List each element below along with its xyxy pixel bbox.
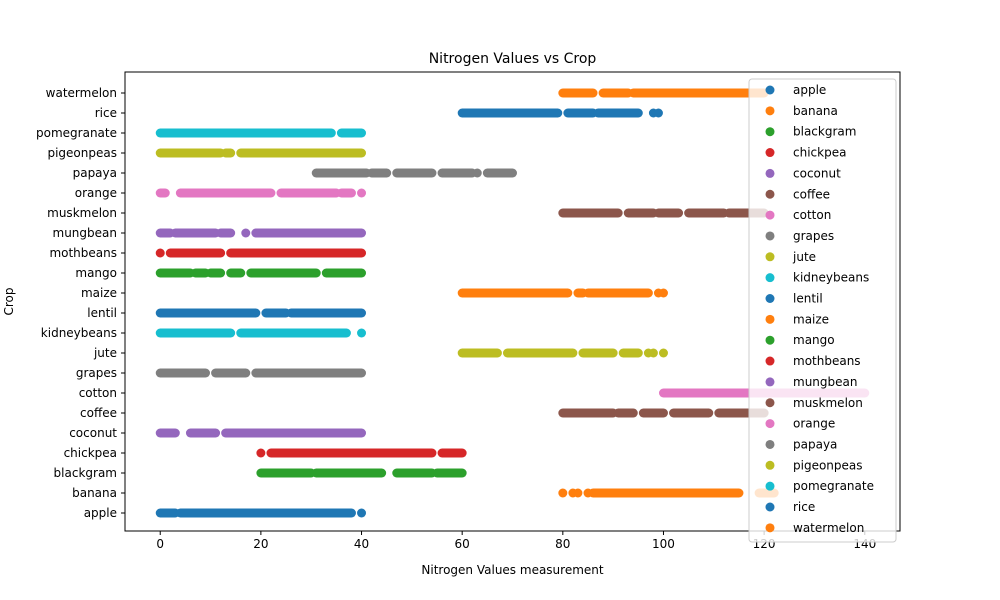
- scatter-point-mothbeans: [155, 248, 165, 258]
- legend-marker-chickpea: [765, 148, 775, 158]
- scatter-point-kidneybeans: [357, 328, 367, 338]
- x-tick-label: 80: [555, 537, 570, 551]
- legend-marker-grapes: [765, 231, 775, 241]
- y-tick-label-mothbeans: mothbeans: [49, 246, 117, 260]
- legend-marker-papaya: [765, 439, 775, 449]
- x-axis-label: Nitrogen Values measurement: [421, 563, 603, 577]
- legend-marker-mango: [765, 335, 775, 345]
- legend-marker-pigeonpeas: [765, 460, 775, 470]
- legend-marker-watermelon: [765, 523, 775, 533]
- legend-label-coffee: coffee: [793, 187, 830, 201]
- x-tick-label: 100: [652, 537, 675, 551]
- legend-marker-jute: [765, 252, 775, 262]
- legend-marker-mungbean: [765, 377, 775, 387]
- y-tick-label-muskmelon: muskmelon: [47, 206, 117, 220]
- legend-label-watermelon: watermelon: [793, 521, 864, 535]
- y-tick-label-grapes: grapes: [76, 366, 117, 380]
- legend-label-pomegranate: pomegranate: [793, 479, 874, 493]
- legend-marker-banana: [765, 106, 775, 116]
- legend-marker-cotton: [765, 210, 775, 220]
- y-tick-label-banana: banana: [72, 486, 117, 500]
- y-tick-label-watermelon: watermelon: [46, 86, 117, 100]
- legend-label-apple: apple: [793, 83, 826, 97]
- scatter-point-jute: [648, 348, 658, 358]
- legend-marker-coffee: [765, 189, 775, 199]
- legend-label-orange: orange: [793, 417, 835, 431]
- x-tick-label: 0: [156, 537, 164, 551]
- legend-label-mango: mango: [793, 333, 835, 347]
- legend-label-maize: maize: [793, 312, 829, 326]
- legend-marker-rice: [765, 502, 775, 512]
- legend-label-pigeonpeas: pigeonpeas: [793, 458, 863, 472]
- y-tick-label-coffee: coffee: [80, 406, 117, 420]
- x-tick-label: 60: [455, 537, 470, 551]
- legend-label-banana: banana: [793, 104, 838, 118]
- scatter-point-banana: [573, 488, 583, 498]
- scatter-point-orange: [357, 188, 367, 198]
- legend-marker-blackgram: [765, 127, 775, 137]
- y-tick-label-pigeonpeas: pigeonpeas: [47, 146, 117, 160]
- legend-marker-pomegranate: [765, 481, 775, 491]
- y-tick-label-pomegranate: pomegranate: [36, 126, 117, 140]
- y-tick-label-jute: jute: [93, 346, 117, 360]
- legend-label-mothbeans: mothbeans: [793, 354, 861, 368]
- chart-title: Nitrogen Values vs Crop: [429, 51, 597, 67]
- legend-marker-maize: [765, 314, 775, 324]
- legend-label-muskmelon: muskmelon: [793, 396, 863, 410]
- scatter-point-apple: [357, 508, 367, 518]
- x-tick-label: 20: [253, 537, 268, 551]
- legend-label-papaya: papaya: [793, 437, 837, 451]
- scatter-point-maize: [658, 288, 668, 298]
- legend-label-rice: rice: [793, 500, 815, 514]
- legend-marker-coconut: [765, 168, 775, 178]
- x-tick-label: 40: [354, 537, 369, 551]
- scatter-point-mungbean: [241, 228, 251, 238]
- y-tick-label-blackgram: blackgram: [54, 466, 117, 480]
- legend-marker-apple: [765, 85, 775, 95]
- y-tick-label-mungbean: mungbean: [53, 226, 117, 240]
- y-tick-label-papaya: papaya: [73, 166, 117, 180]
- legend-label-jute: jute: [792, 250, 816, 264]
- legend-marker-orange: [765, 419, 775, 429]
- legend-label-chickpea: chickpea: [793, 146, 846, 160]
- y-tick-label-chickpea: chickpea: [64, 446, 117, 460]
- scatter-point-banana: [558, 488, 568, 498]
- axes-frame: [124, 71, 901, 532]
- y-tick-label-mango: mango: [75, 266, 117, 280]
- y-tick-label-coconut: coconut: [69, 426, 117, 440]
- axis-ticks-layer: 0 20 40 60 80 100 120 140applebananablackgramch…: [36, 86, 876, 551]
- scatter-point-banana: [583, 488, 593, 498]
- y-tick-label-orange: orange: [75, 186, 117, 200]
- scatter-point-jute: [658, 348, 668, 358]
- scatter-point-papaya: [472, 168, 482, 178]
- legend-label-blackgram: blackgram: [793, 125, 856, 139]
- y-tick-label-lentil: lentil: [87, 306, 117, 320]
- legend-box: [748, 78, 897, 543]
- y-axis-label: Crop: [2, 287, 16, 315]
- legend-marker-mothbeans: [765, 356, 775, 366]
- legend-marker-kidneybeans: [765, 273, 775, 283]
- legend: apple banana blackgram chickpea coconut coffe…: [748, 78, 897, 543]
- legend-label-cotton: cotton: [793, 208, 831, 222]
- y-tick-label-maize: maize: [81, 286, 117, 300]
- legend-label-kidneybeans: kidneybeans: [793, 271, 869, 285]
- legend-label-mungbean: mungbean: [793, 375, 857, 389]
- legend-label-coconut: coconut: [793, 166, 841, 180]
- legend-label-lentil: lentil: [793, 292, 823, 306]
- legend-marker-muskmelon: [765, 398, 775, 408]
- y-tick-label-kidneybeans: kidneybeans: [41, 326, 117, 340]
- legend-label-grapes: grapes: [793, 229, 834, 243]
- scatter-point-chickpea: [256, 448, 266, 458]
- y-tick-label-cotton: cotton: [79, 386, 117, 400]
- legend-marker-lentil: [765, 294, 775, 303]
- scatter-point-rice: [653, 108, 663, 118]
- y-tick-label-rice: rice: [95, 106, 117, 120]
- y-tick-label-apple: apple: [84, 506, 117, 520]
